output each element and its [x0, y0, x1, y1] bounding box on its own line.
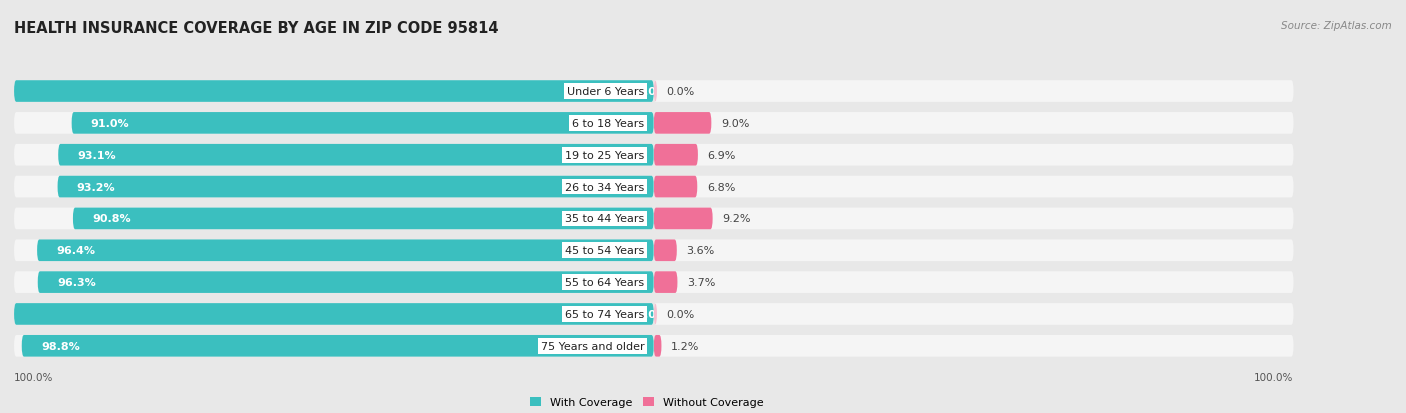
FancyBboxPatch shape	[654, 335, 1294, 357]
Text: 9.2%: 9.2%	[723, 214, 751, 224]
Text: 91.0%: 91.0%	[91, 119, 129, 128]
FancyBboxPatch shape	[21, 335, 654, 357]
Text: HEALTH INSURANCE COVERAGE BY AGE IN ZIP CODE 95814: HEALTH INSURANCE COVERAGE BY AGE IN ZIP …	[14, 21, 499, 36]
Text: 65 to 74 Years: 65 to 74 Years	[565, 309, 644, 319]
Text: 90.8%: 90.8%	[93, 214, 131, 224]
Text: 100.0%: 100.0%	[621, 87, 668, 97]
Text: 3.6%: 3.6%	[686, 246, 714, 256]
FancyBboxPatch shape	[654, 81, 1294, 102]
FancyBboxPatch shape	[654, 240, 1294, 261]
FancyBboxPatch shape	[654, 335, 661, 357]
FancyBboxPatch shape	[73, 208, 654, 230]
Text: Under 6 Years: Under 6 Years	[567, 87, 644, 97]
FancyBboxPatch shape	[14, 176, 654, 198]
Text: 19 to 25 Years: 19 to 25 Years	[565, 150, 644, 160]
Text: 55 to 64 Years: 55 to 64 Years	[565, 278, 644, 287]
Text: 96.3%: 96.3%	[56, 278, 96, 287]
FancyBboxPatch shape	[654, 304, 657, 325]
Text: 93.2%: 93.2%	[77, 182, 115, 192]
FancyBboxPatch shape	[38, 272, 654, 293]
FancyBboxPatch shape	[14, 81, 654, 102]
FancyBboxPatch shape	[654, 176, 697, 198]
FancyBboxPatch shape	[654, 304, 1294, 325]
Text: 6.8%: 6.8%	[707, 182, 735, 192]
Text: 6.9%: 6.9%	[707, 150, 735, 160]
FancyBboxPatch shape	[14, 272, 654, 293]
FancyBboxPatch shape	[14, 208, 654, 230]
FancyBboxPatch shape	[654, 113, 1294, 134]
Text: 93.1%: 93.1%	[77, 150, 117, 160]
Text: 100.0%: 100.0%	[621, 309, 668, 319]
Text: Source: ZipAtlas.com: Source: ZipAtlas.com	[1281, 21, 1392, 31]
FancyBboxPatch shape	[14, 240, 654, 261]
FancyBboxPatch shape	[654, 272, 678, 293]
FancyBboxPatch shape	[58, 145, 654, 166]
FancyBboxPatch shape	[14, 304, 654, 325]
FancyBboxPatch shape	[58, 176, 654, 198]
Text: 26 to 34 Years: 26 to 34 Years	[565, 182, 644, 192]
Text: 0.0%: 0.0%	[666, 309, 695, 319]
Text: 3.7%: 3.7%	[688, 278, 716, 287]
FancyBboxPatch shape	[654, 208, 1294, 230]
FancyBboxPatch shape	[654, 81, 657, 102]
FancyBboxPatch shape	[14, 81, 654, 102]
Text: 100.0%: 100.0%	[14, 372, 53, 382]
FancyBboxPatch shape	[72, 113, 654, 134]
Text: 9.0%: 9.0%	[721, 119, 749, 128]
FancyBboxPatch shape	[37, 240, 654, 261]
FancyBboxPatch shape	[654, 176, 1294, 198]
Text: 100.0%: 100.0%	[1254, 372, 1294, 382]
FancyBboxPatch shape	[14, 335, 654, 357]
Text: 35 to 44 Years: 35 to 44 Years	[565, 214, 644, 224]
Text: 1.2%: 1.2%	[671, 341, 699, 351]
Legend: With Coverage, Without Coverage: With Coverage, Without Coverage	[530, 397, 763, 408]
FancyBboxPatch shape	[654, 272, 1294, 293]
FancyBboxPatch shape	[14, 113, 654, 134]
Text: 45 to 54 Years: 45 to 54 Years	[565, 246, 644, 256]
FancyBboxPatch shape	[654, 145, 1294, 166]
FancyBboxPatch shape	[14, 304, 654, 325]
FancyBboxPatch shape	[14, 145, 654, 166]
Text: 6 to 18 Years: 6 to 18 Years	[572, 119, 644, 128]
FancyBboxPatch shape	[654, 208, 713, 230]
Text: 98.8%: 98.8%	[41, 341, 80, 351]
FancyBboxPatch shape	[654, 145, 697, 166]
FancyBboxPatch shape	[654, 113, 711, 134]
Text: 0.0%: 0.0%	[666, 87, 695, 97]
Text: 75 Years and older: 75 Years and older	[540, 341, 644, 351]
FancyBboxPatch shape	[654, 240, 676, 261]
Text: 96.4%: 96.4%	[56, 246, 96, 256]
